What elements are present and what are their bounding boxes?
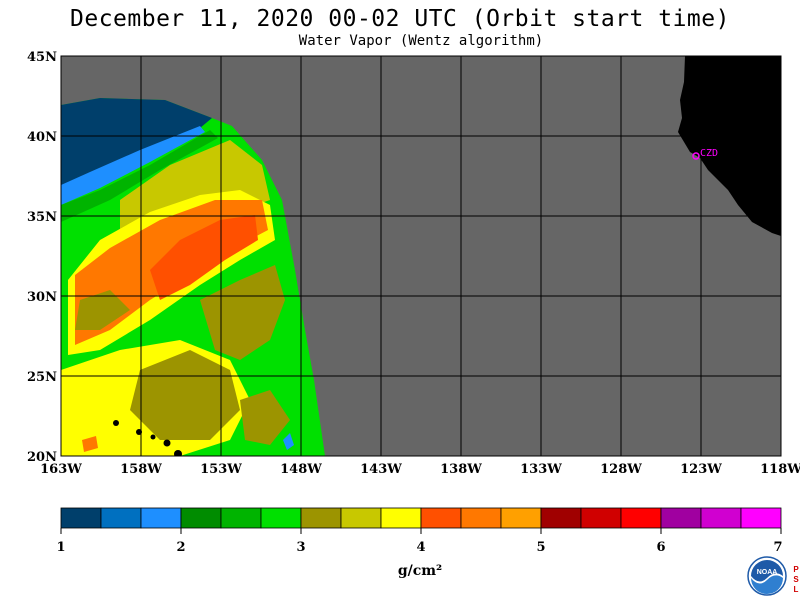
colorbar-tick-label: 3	[296, 540, 305, 555]
latitude-label: 20N	[27, 450, 57, 465]
map-subtitle: Water Vapor (Wentz algorithm)	[298, 33, 544, 49]
longitude-label: 138W	[440, 462, 482, 477]
colorbar-tick-label: 4	[416, 540, 425, 555]
colorbar-segment	[740, 507, 782, 529]
longitude-label: 163W	[40, 462, 82, 477]
colorbar	[60, 507, 782, 529]
land-north-america	[678, 56, 781, 236]
colorbar-segment	[700, 507, 742, 529]
colorbar-segment	[180, 507, 222, 529]
latitude-label: 25N	[27, 370, 57, 385]
colorbar-segment	[140, 507, 182, 529]
colorbar-tick-label: 5	[536, 540, 545, 555]
colorbar-tick-label: 7	[773, 540, 782, 555]
longitude-label: 143W	[360, 462, 402, 477]
station-label: CZD	[700, 148, 718, 159]
colorbar-tick-label: 1	[56, 540, 65, 555]
colorbar-segment	[380, 507, 422, 529]
longitude-labels: 163W 158W 153W 148W 143W 138W 133W 128W 123W 118W	[40, 462, 800, 477]
colorbar-segment	[300, 507, 342, 529]
longitude-label: 158W	[120, 462, 162, 477]
longitude-label: 153W	[200, 462, 242, 477]
colorbar-segment	[620, 507, 662, 529]
colorbar-segment	[580, 507, 622, 529]
longitude-label: 148W	[280, 462, 322, 477]
latitude-label: 45N	[27, 50, 57, 65]
colorbar-ticks: 1 2 3 4 5 6 7	[56, 528, 783, 555]
colorbar-segment	[340, 507, 382, 529]
latitude-labels: 45N 40N 35N 30N 25N 20N	[27, 50, 57, 465]
svg-text:PSL: PSL	[793, 565, 799, 594]
longitude-label: 133W	[520, 462, 562, 477]
colorbar-unit: g/cm²	[397, 563, 443, 579]
station-marker	[692, 152, 700, 160]
noaa-logo-icon: NOAA	[747, 556, 787, 596]
colorbar-segment	[420, 507, 462, 529]
colorbar-segment	[100, 507, 142, 529]
water-vapor-swath	[61, 98, 325, 456]
map-frame	[60, 55, 782, 457]
colorbar-tick-label: 6	[656, 540, 665, 555]
longitude-label: 118W	[760, 462, 800, 477]
lat-lon-grid	[61, 56, 781, 456]
colorbar-segment	[460, 507, 502, 529]
colorbar-segment	[660, 507, 702, 529]
colorbar-segment	[60, 507, 102, 529]
colorbar-tick-label: 2	[176, 540, 185, 555]
longitude-label: 128W	[600, 462, 642, 477]
latitude-label: 35N	[27, 210, 57, 225]
colorbar-segment	[500, 507, 542, 529]
longitude-label: 123W	[680, 462, 722, 477]
colorbar-segment	[220, 507, 262, 529]
map-title: December 11, 2020 00-02 UTC (Orbit start…	[70, 6, 730, 32]
latitude-label: 30N	[27, 290, 57, 305]
colorbar-segment	[260, 507, 302, 529]
colorbar-segment	[540, 507, 582, 529]
noaa-logo-text: NOAA	[757, 569, 778, 576]
latitude-label: 40N	[27, 130, 57, 145]
